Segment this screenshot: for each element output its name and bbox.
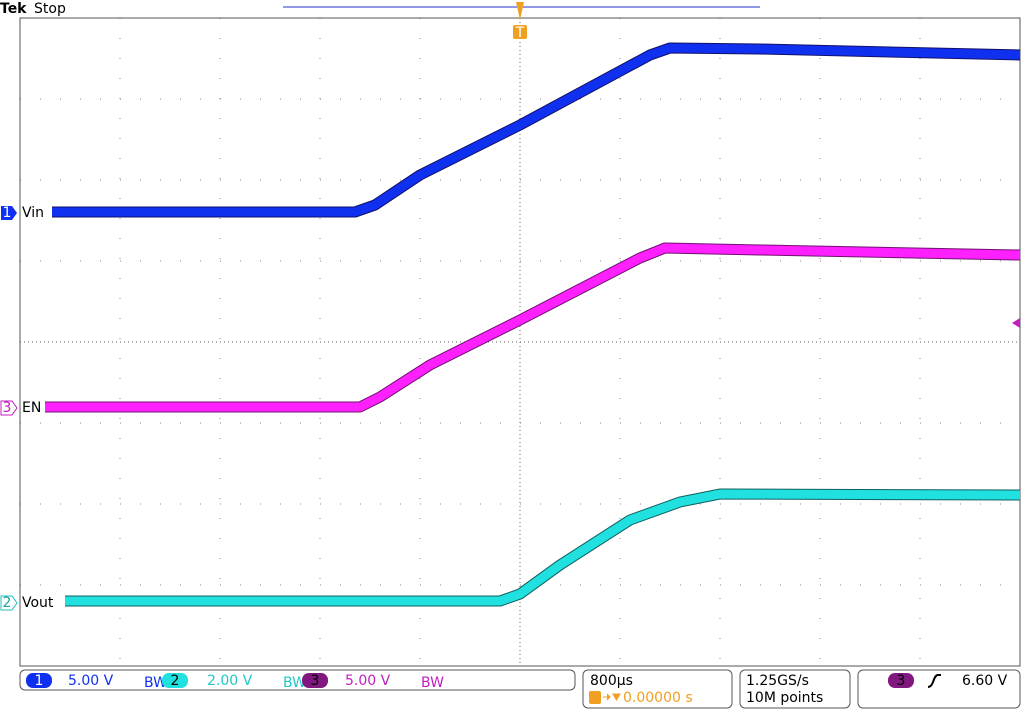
ch2-badge-number: 2 (171, 673, 180, 689)
trigger-marker-box (513, 25, 527, 39)
ch3-badge-number: 3 (311, 673, 320, 689)
position-arrow-icon (603, 693, 621, 701)
ch1-label: Vin (22, 205, 44, 221)
trace-vout (65, 489, 1021, 606)
trigger-source: 3 (897, 673, 906, 689)
ch1-bw-icon: BW (144, 675, 167, 691)
timebase-position: 0.00000 s (623, 690, 693, 706)
record-length: 10M points (746, 690, 823, 706)
ch1-badge-number: 1 (35, 673, 44, 689)
status: Stop (34, 1, 66, 17)
ch2-scale: 2.00 V (207, 673, 253, 689)
ch3-marker (0, 400, 18, 416)
ch1-marker (1, 206, 17, 220)
ch2-bw-icon: BW (283, 675, 306, 691)
ch1-badge (26, 673, 52, 688)
trace-en (45, 243, 1021, 412)
trigger-level: 6.60 V (962, 673, 1008, 689)
ch2-badge (162, 673, 188, 688)
acquisition-panel[interactable] (739, 669, 851, 709)
trigger-marker: T (515, 25, 525, 41)
sample-rate: 1.25GS/s (746, 673, 809, 689)
trigger-position-arrow (516, 2, 524, 20)
ch3-marker-number: 3 (3, 400, 12, 416)
rising-edge-icon (927, 674, 941, 688)
ch2-marker-number: 2 (3, 595, 12, 611)
ch1-marker-number: 1 (3, 205, 12, 221)
trace-vin (52, 43, 1021, 217)
graticule (20, 18, 1020, 666)
brand: Tek (0, 1, 27, 17)
timebase-panel[interactable] (582, 669, 733, 709)
trigger-icon (589, 691, 601, 704)
channel-panel[interactable] (19, 669, 576, 691)
ch3-scale: 5.00 V (345, 673, 391, 689)
ch1-scale: 5.00 V (68, 673, 114, 689)
trigger-source-badge (888, 673, 914, 688)
ch2-label: Vout (22, 595, 54, 611)
ch3-label: EN (22, 400, 41, 416)
ch2-marker (0, 595, 18, 611)
ch3-badge (302, 673, 328, 688)
trigger-level-arrow (1012, 318, 1020, 328)
ch3-bw-icon: BW (421, 675, 444, 691)
timebase-scale: 800µs (590, 673, 633, 689)
